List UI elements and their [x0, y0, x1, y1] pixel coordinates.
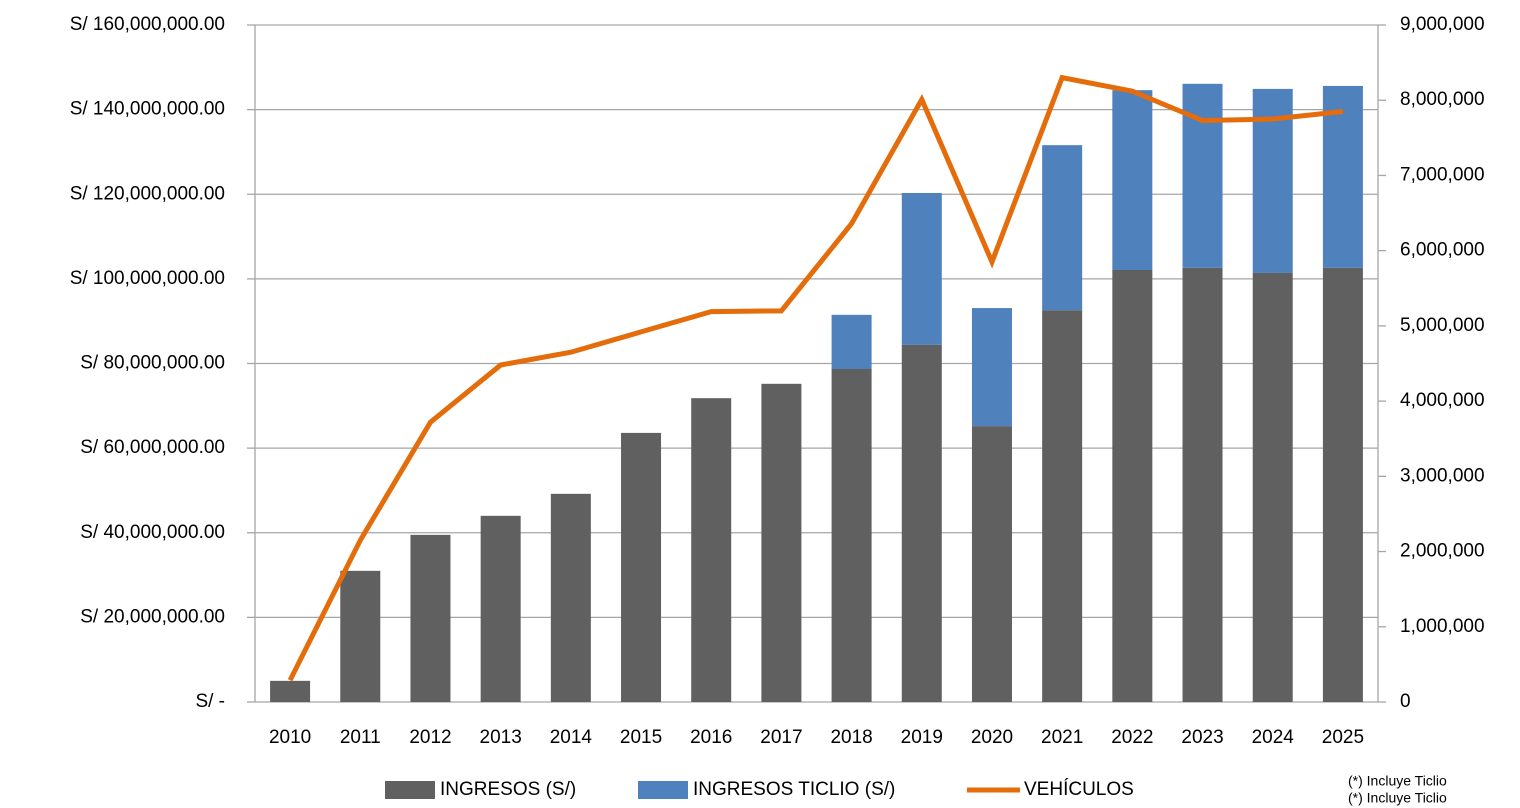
bar: [761, 383, 802, 702]
y-tick-label: S/ 60,000,000.00: [80, 437, 225, 458]
line: [287, 74, 1344, 682]
bar: [1182, 267, 1223, 702]
bar: [340, 570, 381, 702]
bar: [1112, 90, 1153, 270]
y2-tick-label: 6,000,000: [1400, 240, 1485, 261]
bar: [831, 369, 872, 702]
y2-tick-label: 5,000,000: [1400, 315, 1485, 336]
bar: [691, 398, 732, 702]
bar: [831, 314, 872, 370]
note: (*) Incluye Ticlio: [1348, 790, 1447, 806]
x-tick-label: 2019: [901, 727, 943, 748]
note: (*) Incluye Ticlio: [1348, 773, 1447, 789]
x-tick-label: 2015: [620, 727, 662, 748]
bar: [1042, 310, 1083, 702]
y2-tick-label: 9,000,000: [1400, 14, 1485, 35]
x-tick-label: 2022: [1111, 727, 1153, 748]
bar: [270, 680, 311, 702]
y-tick-label: S/ 20,000,000.00: [80, 606, 225, 627]
y2-tick-label: 7,000,000: [1400, 164, 1485, 185]
x-tick-label: 2024: [1252, 727, 1295, 748]
bar: [901, 344, 942, 702]
y2-tick-label: 3,000,000: [1400, 465, 1485, 486]
x-tick-label: 2016: [690, 727, 732, 748]
x-tick-label: 2021: [1041, 727, 1083, 748]
bar: [621, 432, 662, 702]
bar: [410, 534, 451, 702]
legend-swatch: [638, 781, 688, 799]
bar: [1322, 85, 1363, 268]
bar: [1112, 269, 1153, 702]
y-tick-label: S/ 100,000,000.00: [70, 268, 225, 289]
bar: [971, 426, 1012, 702]
bar: [901, 192, 942, 345]
y2-tick-label: 4,000,000: [1400, 390, 1485, 411]
y-tick-label: S/ 160,000,000.00: [70, 14, 225, 35]
y-tick-label: S/ 80,000,000.00: [80, 353, 225, 374]
x-tick-label: 2018: [830, 727, 872, 748]
x-tick-label: 2014: [550, 727, 593, 748]
bar: [1182, 83, 1223, 268]
bar: [1252, 272, 1293, 702]
y-tick-label: S/ -: [195, 691, 225, 712]
legend-label: VEHÍCULOS: [1024, 779, 1134, 800]
x-tick-label: 2013: [480, 727, 522, 748]
y2-tick-label: 1,000,000: [1400, 616, 1485, 637]
y-tick-label: S/ 120,000,000.00: [70, 183, 225, 204]
legend-swatch: [385, 781, 435, 799]
x-tick-label: 2011: [340, 727, 381, 748]
x-tick-label: 2025: [1322, 727, 1364, 748]
x-tick-label: 2023: [1181, 727, 1223, 748]
bar: [1042, 145, 1083, 311]
x-tick-label: 2020: [971, 727, 1013, 748]
bar: [550, 493, 591, 702]
legend-label: INGRESOS TICLIO (S/): [693, 779, 895, 800]
y-tick-label: S/ 140,000,000.00: [70, 99, 225, 120]
y-tick-label: S/ 40,000,000.00: [80, 522, 225, 543]
x-tick-label: 2012: [409, 727, 451, 748]
bar: [480, 515, 521, 702]
y2-tick-label: 8,000,000: [1400, 89, 1485, 110]
bar: [971, 308, 1012, 427]
y2-tick-label: 0: [1400, 691, 1411, 712]
y2-tick-label: 2,000,000: [1400, 541, 1485, 562]
x-tick-label: 2010: [269, 727, 311, 748]
x-tick-label: 2017: [760, 727, 802, 748]
bar: [1322, 267, 1363, 702]
legend-label: INGRESOS (S/): [440, 779, 576, 800]
